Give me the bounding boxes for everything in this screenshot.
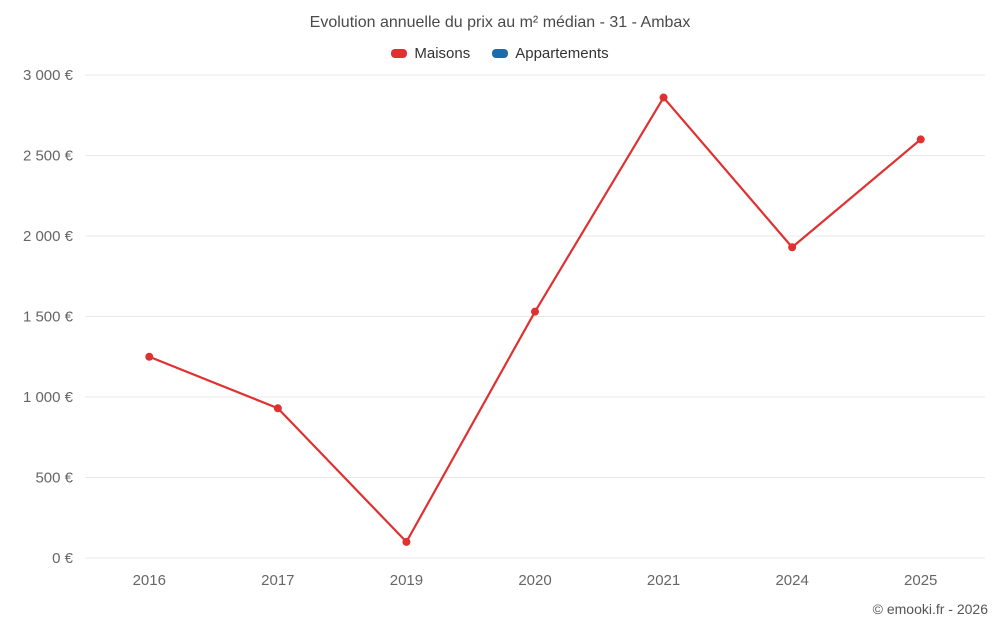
y-tick-label: 1 000 € xyxy=(23,389,74,406)
data-point-maisons-2019[interactable] xyxy=(402,537,411,546)
legend-label: Appartements xyxy=(515,45,609,62)
legend: Maisons Appartements xyxy=(0,45,1000,62)
chart-title: Evolution annuelle du prix au m² médian … xyxy=(309,14,691,31)
x-tick-label: 2020 xyxy=(518,572,551,589)
data-point-maisons-2025[interactable] xyxy=(916,135,925,144)
legend-item-appartements[interactable]: Appartements xyxy=(492,45,609,62)
x-tick-label: 2021 xyxy=(647,572,680,589)
legend-label: Maisons xyxy=(414,45,471,62)
legend-swatch-icon xyxy=(391,49,408,58)
data-point-maisons-2016[interactable] xyxy=(145,352,154,361)
y-tick-label: 3 000 € xyxy=(23,67,74,84)
data-point-maisons-2017[interactable] xyxy=(273,404,282,413)
data-point-maisons-2024[interactable] xyxy=(788,243,797,252)
y-tick-label: 500 € xyxy=(35,470,73,487)
y-tick-label: 2 500 € xyxy=(23,148,74,165)
x-tick-label: 2019 xyxy=(390,572,423,589)
x-tick-label: 2016 xyxy=(133,572,166,589)
x-tick-label: 2024 xyxy=(775,572,808,589)
x-tick-label: 2025 xyxy=(904,572,937,589)
data-point-maisons-2021[interactable] xyxy=(659,93,668,102)
legend-item-maisons[interactable]: Maisons xyxy=(391,45,470,62)
x-tick-label: 2017 xyxy=(261,572,294,589)
y-tick-label: 0 € xyxy=(52,550,74,567)
series-line-maisons xyxy=(148,96,922,544)
legend-swatch-icon xyxy=(492,49,509,58)
copyright-notice: © emooki.fr - 2026 xyxy=(872,601,988,617)
y-tick-label: 1 500 € xyxy=(23,309,74,326)
y-tick-label: 2 000 € xyxy=(23,228,74,245)
data-point-maisons-2020[interactable] xyxy=(531,307,539,316)
